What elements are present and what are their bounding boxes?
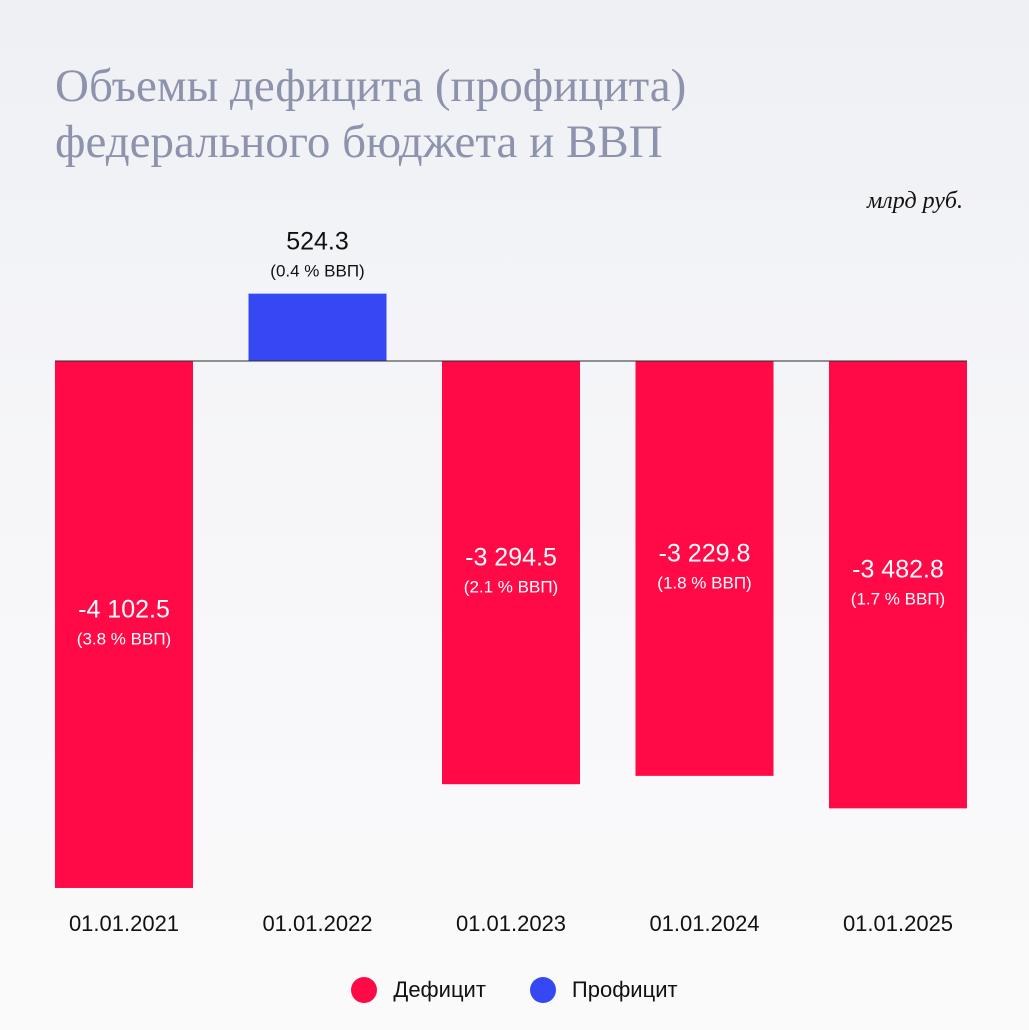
bar-deficit-4 <box>635 361 774 776</box>
bar-deficit-3 <box>442 361 580 785</box>
x-tick-label-4: 01.01.2024 <box>649 911 759 936</box>
chart-title-line-1: Объемы дефицита (профицита) <box>55 60 687 112</box>
x-tick-label-1: 01.01.2021 <box>69 911 179 936</box>
bar-chart: -4 102.5 (3.8 % ВВП) 01.01.2021 524.3 (0.4 %… <box>55 228 967 936</box>
data-label-1: -4 102.5 <box>78 595 170 623</box>
data-label-4: -3 229.8 <box>659 539 751 567</box>
legend-label-surplus: Профицит <box>571 977 678 1002</box>
legend: Дефицит Профицит <box>0 972 1029 1008</box>
legend-label-deficit: Дефицит <box>393 977 486 1002</box>
unit-label: млрд руб. <box>866 188 963 214</box>
chart-title-line-2: федерального бюджета и ВВП <box>55 116 663 168</box>
gdp-label-4: (1.8 % ВВП) <box>657 573 751 592</box>
legend-marker-deficit <box>351 977 378 1003</box>
gdp-label-2: (0.4 % ВВП) <box>270 262 364 281</box>
x-tick-label-3: 01.01.2023 <box>456 911 566 936</box>
gdp-label-1: (3.8 % ВВП) <box>77 629 171 648</box>
gdp-label-3: (2.1 % ВВП) <box>464 578 558 597</box>
chart-title: Объемы дефицита (профицита) федерального… <box>55 58 955 170</box>
x-tick-label-2: 01.01.2022 <box>262 911 372 936</box>
bar-surplus-2 <box>248 293 387 361</box>
x-tick-label-5: 01.01.2025 <box>843 911 953 936</box>
legend-item-surplus: Профицит <box>529 977 678 1003</box>
bar-deficit-1 <box>55 361 193 888</box>
bar-deficit-5 <box>829 361 967 809</box>
data-label-5: -3 482.8 <box>852 556 944 584</box>
data-label-2: 524.3 <box>286 228 349 256</box>
gdp-label-5: (1.7 % ВВП) <box>851 590 945 609</box>
data-label-3: -3 294.5 <box>465 544 557 572</box>
legend-marker-surplus <box>529 977 556 1003</box>
legend-item-deficit: Дефицит <box>351 977 486 1003</box>
